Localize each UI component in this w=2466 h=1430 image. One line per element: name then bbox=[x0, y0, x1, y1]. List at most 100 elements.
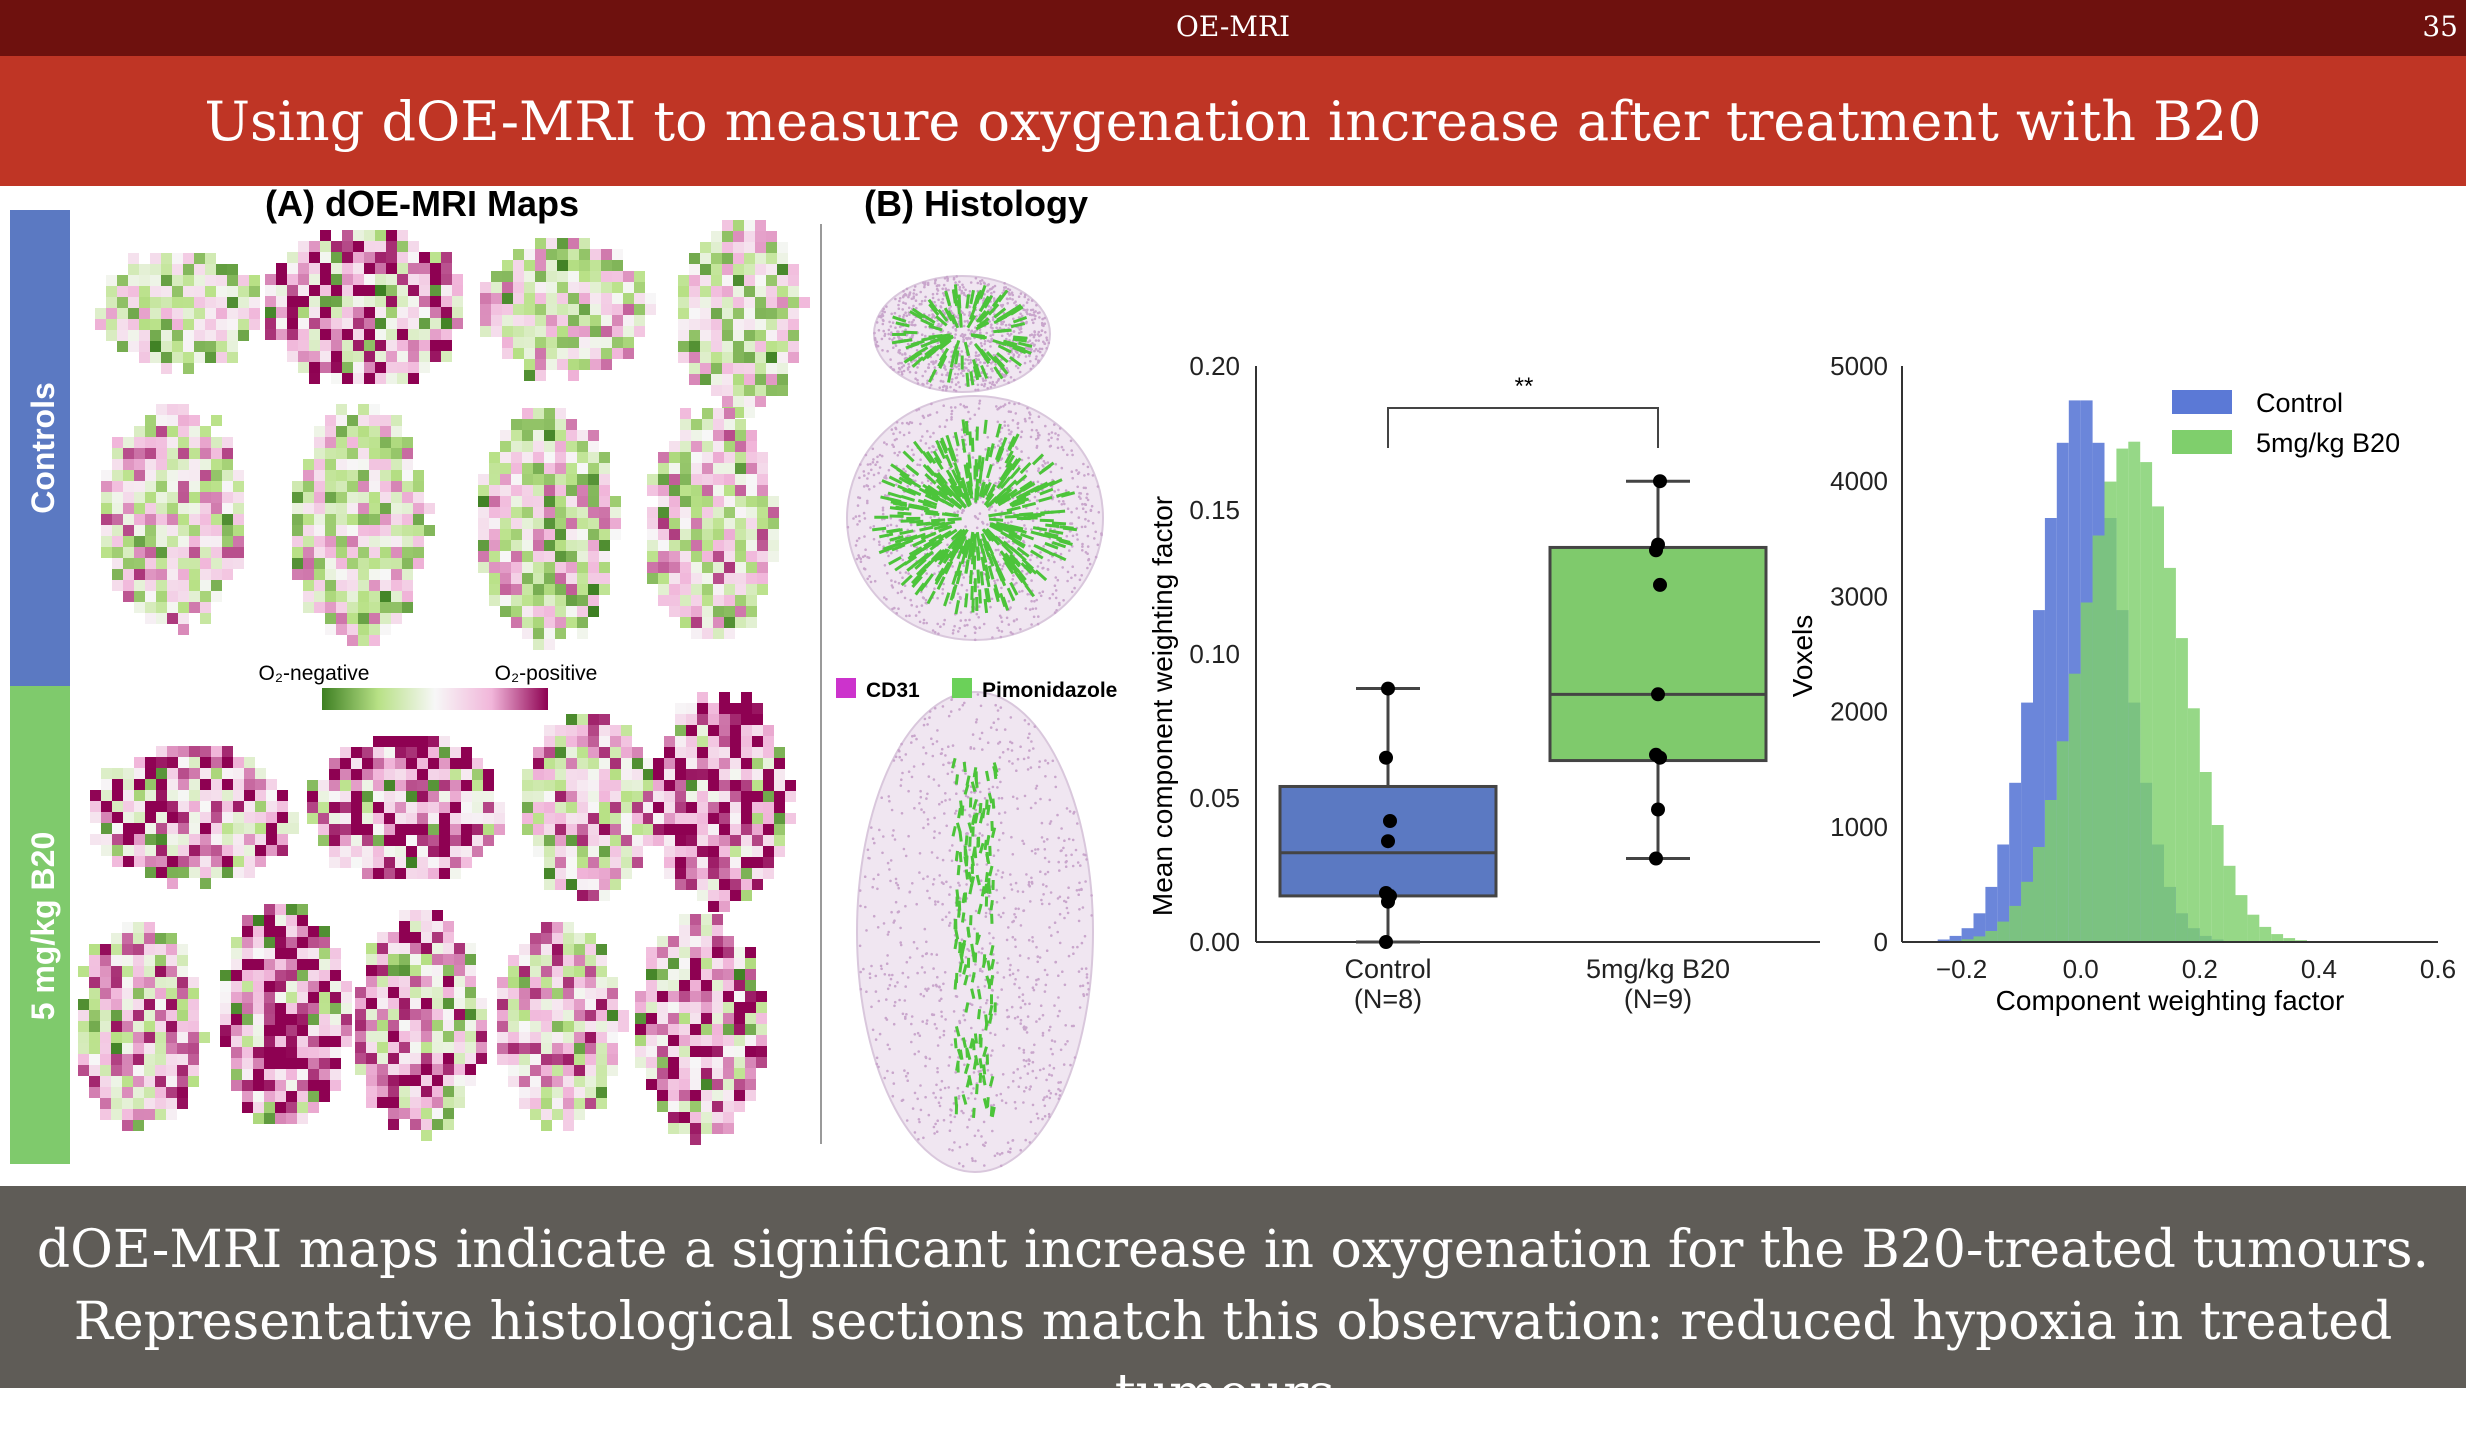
tumour-map bbox=[497, 922, 629, 1131]
histology-sections bbox=[847, 275, 1103, 1172]
boxplot-y-tick-label: 0.00 bbox=[1189, 927, 1240, 957]
histogram-bar bbox=[2212, 825, 2224, 942]
histogram-bar bbox=[2200, 772, 2212, 942]
tumour-map bbox=[95, 253, 260, 374]
legend-cd31-swatch bbox=[836, 678, 856, 698]
tumour-map bbox=[635, 914, 767, 1145]
boxplot-y-tick-label: 0.10 bbox=[1189, 639, 1240, 669]
histogram-y-tick-label: 3000 bbox=[1830, 581, 1888, 611]
histogram-bar bbox=[1985, 931, 1997, 942]
panel-b-title: (B) Histology bbox=[864, 186, 1088, 224]
histogram-bar bbox=[2093, 536, 2105, 943]
boxplot-point bbox=[1651, 538, 1665, 552]
tumour-map bbox=[355, 910, 487, 1141]
conclusion-line-2: Representative histological sections mat… bbox=[0, 1286, 2466, 1430]
histogram-bar bbox=[2116, 449, 2128, 942]
boxplot-category-n: (N=9) bbox=[1624, 984, 1692, 1014]
boxplot-point bbox=[1383, 814, 1397, 828]
boxplot-category-label: Control bbox=[1344, 954, 1431, 984]
title-bar: Using dOE-MRI to measure oxygenation inc… bbox=[0, 56, 2466, 186]
boxplot-category-label: 5mg/kg B20 bbox=[1586, 954, 1730, 984]
boxplot-point bbox=[1379, 935, 1393, 949]
histogram-y-tick-label: 4000 bbox=[1830, 466, 1888, 496]
histogram-bar bbox=[2069, 674, 2081, 942]
histogram-bar bbox=[2152, 506, 2164, 942]
boxplot-point bbox=[1649, 748, 1663, 762]
legend-pimonidazole-label: Pimonidazole bbox=[982, 679, 1117, 702]
tumour-map bbox=[522, 714, 665, 901]
boxplot-point bbox=[1381, 834, 1395, 848]
legend-control-swatch bbox=[2172, 390, 2232, 414]
colorbar-negative-label: O₂-negative bbox=[259, 662, 370, 685]
histogram-y-tick-label: 1000 bbox=[1830, 812, 1888, 842]
tumour-map bbox=[307, 736, 505, 879]
tumour-map bbox=[101, 404, 244, 635]
histogram-bar bbox=[2045, 800, 2057, 942]
tumour-map bbox=[653, 692, 796, 912]
histogram-bar bbox=[2081, 603, 2093, 943]
legend-control-label: Control bbox=[2256, 388, 2343, 418]
histogram-bar bbox=[2271, 934, 2283, 942]
histogram-bar bbox=[2224, 866, 2236, 942]
boxplot-point bbox=[1379, 886, 1393, 900]
boxplot-point bbox=[1653, 578, 1667, 592]
panel-a-title: (A) dOE-MRI Maps bbox=[265, 186, 579, 224]
boxplot-point bbox=[1381, 682, 1395, 696]
histogram-x-tick-label: 0.0 bbox=[2063, 954, 2099, 984]
tumour-map bbox=[647, 408, 779, 639]
boxplot-chart: Mean component weighting factor ** 0.000… bbox=[1147, 351, 1820, 1014]
histogram-chart: Voxels Component weighting factor Contro… bbox=[1787, 351, 2456, 1016]
histology-section bbox=[847, 396, 1103, 641]
tumour-map bbox=[220, 904, 352, 1124]
significance-bracket bbox=[1388, 408, 1658, 448]
boxplot-y-tick-label: 0.20 bbox=[1189, 351, 1240, 381]
histogram-bar bbox=[2021, 882, 2033, 942]
histogram-x-tick-label: 0.2 bbox=[2182, 954, 2218, 984]
tumour-map bbox=[90, 746, 299, 889]
tumour-map bbox=[678, 220, 810, 418]
tumour-map bbox=[265, 230, 463, 384]
legend-pimonidazole-swatch bbox=[952, 678, 972, 698]
histogram-bar bbox=[2259, 927, 2271, 942]
boxplot-y-tick-label: 0.05 bbox=[1189, 783, 1240, 813]
histogram-bar bbox=[2236, 895, 2248, 942]
figure-canvas: (A) dOE-MRI Maps Controls 5 mg/kg B20 O₂… bbox=[0, 186, 2466, 1186]
histogram-bar bbox=[2033, 847, 2045, 942]
boxplot-point bbox=[1649, 852, 1663, 866]
tumour-map bbox=[478, 408, 621, 650]
legend-cd31-label: CD31 bbox=[866, 679, 920, 702]
histogram-y-axis-title: Voxels bbox=[1787, 615, 1818, 698]
histogram-y-tick-label: 0 bbox=[1874, 927, 1888, 957]
histology-section bbox=[873, 275, 1050, 392]
figure-area: (A) dOE-MRI Maps Controls 5 mg/kg B20 O₂… bbox=[0, 186, 2466, 1186]
histogram-bar bbox=[2164, 568, 2176, 942]
tumour-map bbox=[78, 922, 210, 1131]
histogram-bar bbox=[2176, 638, 2188, 942]
histogram-x-tick-label: 0.6 bbox=[2420, 954, 2456, 984]
significance-marker: ** bbox=[1515, 373, 1534, 400]
boxplot-point bbox=[1651, 687, 1665, 701]
b20-group-label: 5 mg/kg B20 bbox=[25, 832, 61, 1021]
histogram-x-tick-label: −0.2 bbox=[1936, 954, 1987, 984]
histogram-bar bbox=[1997, 922, 2009, 942]
boxplot-point bbox=[1653, 474, 1667, 488]
dOE-MRI-maps bbox=[78, 220, 810, 1145]
histogram-x-tick-label: 0.4 bbox=[2301, 954, 2337, 984]
controls-group-label: Controls bbox=[25, 382, 61, 514]
histogram-bar bbox=[2188, 708, 2200, 942]
histology-section bbox=[857, 692, 1093, 1172]
histogram-bar bbox=[2128, 442, 2140, 942]
histogram-y-tick-label: 2000 bbox=[1830, 697, 1888, 727]
histogram-x-axis-title: Component weighting factor bbox=[1996, 985, 2345, 1016]
conclusion-bar: dOE-MRI maps indicate a significant incr… bbox=[0, 1186, 2466, 1388]
histogram-y-tick-label: 5000 bbox=[1830, 351, 1888, 381]
boxplot-y-tick-label: 0.15 bbox=[1189, 495, 1240, 525]
section-label: OE-MRI bbox=[0, 10, 2466, 43]
boxplot-category-n: (N=8) bbox=[1354, 984, 1422, 1014]
histogram-bar bbox=[2009, 906, 2021, 942]
boxplot-point bbox=[1651, 803, 1665, 817]
histogram-bar bbox=[2140, 462, 2152, 942]
legend-b20-swatch bbox=[2172, 430, 2232, 454]
tumour-map bbox=[480, 238, 656, 381]
conclusion-line-1: dOE-MRI maps indicate a significant incr… bbox=[0, 1214, 2466, 1286]
